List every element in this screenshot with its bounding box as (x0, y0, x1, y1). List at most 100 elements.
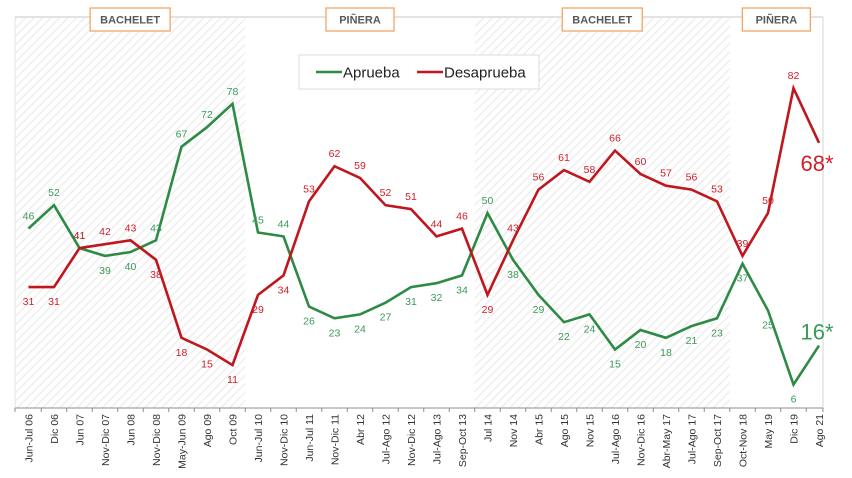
data-label: 29 (533, 304, 545, 316)
data-label: 32 (431, 292, 443, 304)
x-tick-label: Nov-Dic 10 (279, 414, 291, 466)
x-tick-label: Abr-May 17 (661, 414, 673, 468)
series-line-aprueba (27, 101, 821, 388)
data-label: 43 (125, 222, 137, 234)
data-label: 34 (278, 284, 290, 296)
data-label: 57 (660, 168, 672, 180)
x-tick-label: Jul-Ago 17 (687, 414, 699, 464)
data-label: 58 (584, 164, 596, 176)
data-label: 39 (99, 265, 111, 277)
data-label: 53 (711, 183, 723, 195)
x-tick-label: Nov 15 (585, 414, 597, 447)
period-label-box: BACHELET (89, 7, 171, 32)
x-tick-label: Sep-Oct 17 (712, 414, 724, 467)
period-label-box: PIÑERA (741, 7, 812, 32)
x-tick-label: Abr 15 (534, 414, 546, 445)
data-label: 31 (48, 296, 60, 308)
x-tick-label: Jun-Jul 11 (304, 414, 316, 462)
period-label: PIÑERA (756, 14, 798, 27)
data-label: 78 (227, 86, 239, 98)
data-label: 61 (558, 152, 570, 164)
x-tick-label: Sep-Oct 13 (457, 414, 469, 467)
x-tick-label: Nov 14 (508, 414, 520, 447)
x-tick-label: Abr 12 (355, 414, 367, 445)
series-lines (27, 84, 821, 388)
legend-entry-desaprueba: Desaprueba (444, 65, 526, 82)
x-tick-label: Nov-Dic 08 (151, 414, 163, 466)
x-tick-label: May-Jun 09 (177, 414, 189, 469)
period-label-box: BACHELET (561, 7, 643, 32)
data-label: 26 (303, 316, 315, 328)
period-label-box: PIÑERA (325, 7, 395, 32)
data-label: 40 (125, 261, 137, 273)
data-label: 23 (711, 327, 723, 339)
data-label: 20 (635, 339, 647, 351)
x-tick-label: Dic 06 (49, 414, 61, 444)
x-tick-label: Jun 07 (75, 414, 87, 446)
data-label: 50 (482, 195, 494, 207)
period-box (741, 7, 812, 32)
data-label: 43 (150, 222, 162, 234)
data-labels: 46 52 41 39 40 43 67 72 78 45 44 26 23 24 27 31 32 34 50 38… (23, 70, 834, 405)
data-label: 18 (660, 347, 672, 359)
data-label: 38 (507, 269, 519, 281)
data-label-last: 68* (800, 151, 833, 176)
data-label: 41 (74, 230, 86, 242)
x-tick-label: Jul 14 (483, 414, 495, 442)
data-label: 67 (176, 129, 188, 141)
period-box (325, 7, 395, 32)
data-label: 39 (737, 238, 749, 250)
data-label: 15 (201, 359, 213, 371)
x-tick-label: Jul-Ago 16 (610, 414, 622, 464)
data-label: 82 (788, 70, 800, 82)
data-label: 62 (329, 148, 341, 160)
data-label: 56 (533, 172, 545, 184)
data-label: 59 (354, 160, 366, 172)
data-label: 31 (23, 296, 35, 308)
data-label: 29 (482, 304, 494, 316)
x-tick-label: Jun-Jul 06 (24, 414, 36, 463)
data-label: 52 (380, 187, 392, 199)
data-label: 11 (227, 374, 238, 386)
x-tick-label: Jul-Ago 13 (432, 414, 444, 464)
period-label: BACHELET (100, 15, 160, 27)
x-tick-label: Ago 09 (202, 414, 214, 447)
data-label: 51 (405, 191, 417, 203)
data-label: 21 (686, 335, 698, 347)
data-label: 43 (507, 222, 519, 234)
x-tick-label: Ago 15 (559, 414, 571, 447)
data-label: 44 (278, 218, 290, 230)
period-box (561, 7, 643, 32)
period-label: BACHELET (572, 15, 632, 27)
data-label: 56 (686, 172, 698, 184)
data-label: 29 (252, 304, 264, 316)
series-line-desaprueba (28, 84, 821, 368)
legend: Aprueba Desaprueba (298, 54, 540, 90)
data-label: 52 (48, 187, 60, 199)
x-tick-label: Nov-Dic 16 (636, 414, 648, 466)
x-tick-label: Nov-Dic 07 (100, 414, 112, 466)
data-label: 41 (74, 230, 86, 242)
period-shading (15, 17, 246, 408)
data-label: 34 (456, 284, 468, 296)
x-tick-label: Jun-Jul 10 (253, 414, 265, 463)
data-label: 31 (405, 296, 417, 308)
x-tick-label: Oct-Nov 18 (738, 414, 750, 467)
data-label: 45 (252, 215, 264, 227)
data-label: 24 (584, 323, 596, 335)
data-label: 18 (176, 347, 188, 359)
data-label: 37 (737, 273, 749, 285)
period-label: PIÑERA (339, 14, 381, 27)
period-box (89, 7, 171, 32)
data-label: 22 (558, 331, 570, 343)
data-label: 72 (201, 109, 213, 121)
data-label-last: 16* (800, 320, 833, 345)
data-label: 25 (762, 320, 774, 332)
x-tick-label: Ago 21 (814, 414, 826, 447)
data-label: 6 (791, 394, 797, 406)
x-tick-label: Oct 09 (228, 414, 240, 445)
x-tick-label: Nov-Dic 11 (330, 414, 342, 465)
data-label: 24 (354, 323, 366, 335)
data-label: 46 (456, 211, 468, 223)
